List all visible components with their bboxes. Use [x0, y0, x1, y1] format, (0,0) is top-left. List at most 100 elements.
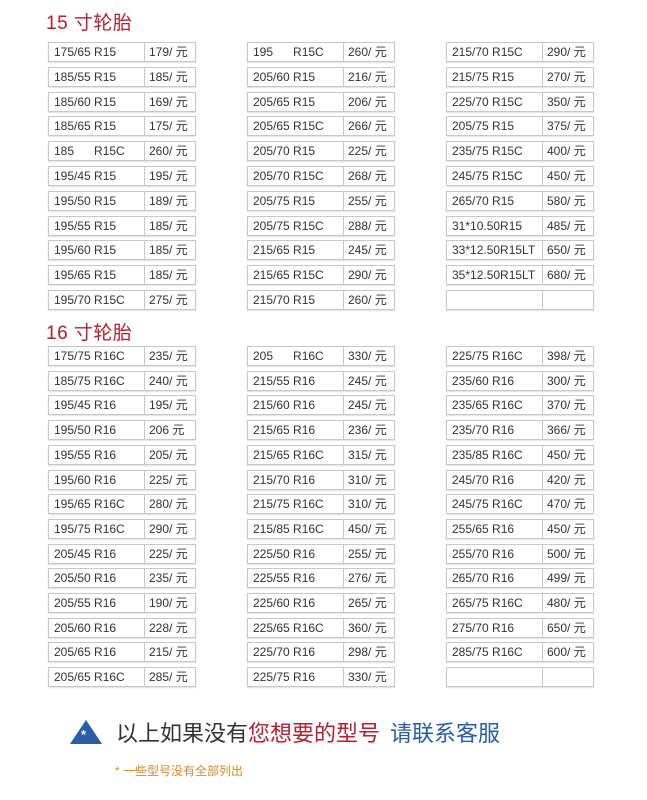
table-row: 235/75 R15C 400/ 元: [446, 141, 594, 162]
tire-price: 450/ 元: [547, 521, 586, 536]
tire-size: 195/60 R15: [49, 241, 145, 260]
tire-price: 185/ 元: [149, 268, 188, 283]
table-row: 195/45 R16 195/ 元: [48, 395, 196, 416]
tire-size: 215/60 R16: [248, 396, 344, 415]
tire-size: 235/65 R16C: [447, 396, 543, 415]
table-row: 185/60 R15 169/ 元: [48, 91, 196, 112]
tire-size: 245/75 R15C: [447, 167, 543, 185]
table-row: 195/60 R16 225/ 元: [48, 469, 196, 490]
tire-size: 275/70 R16: [447, 618, 543, 637]
table-row: 195/50 R15 189/ 元: [48, 190, 196, 211]
table-row: 225/55 R16 276/ 元: [247, 568, 395, 589]
tire-price: 268/ 元: [348, 169, 387, 183]
table-row: 235/70 R16 366/ 元: [446, 420, 594, 441]
tire-price: 235/ 元: [149, 571, 188, 586]
table-row: 185/55 R15 185/ 元: [48, 66, 196, 87]
tire-price: 298/ 元: [348, 645, 387, 660]
tire-price: 500/ 元: [547, 546, 586, 561]
tire-size: 215/65 R16C: [248, 445, 344, 464]
tire-size: 265/70 R16: [447, 569, 543, 588]
table-row: 195/60 R15 185/ 元: [48, 240, 196, 261]
table-row: 205/75 R15 375/ 元: [446, 116, 594, 137]
table-row: 255/65 R16 450/ 元: [446, 518, 594, 539]
table-row: 195/55 R15 185/ 元: [48, 215, 196, 236]
tire-size: 225/60 R16: [248, 594, 344, 612]
table-row: 215/65 R15C 290/ 元: [247, 265, 395, 286]
tire-size: 205/60 R16: [49, 618, 145, 637]
tire-size: 215/70 R15: [248, 291, 344, 309]
tire-price: 205/ 元: [149, 447, 188, 462]
table-row: 225/70 R16 298/ 元: [247, 642, 395, 663]
tire-price: 280/ 元: [149, 497, 188, 512]
table-row: 185/65 R15 175/ 元: [48, 116, 196, 137]
table-row: 215/65 R15 245/ 元: [247, 240, 395, 261]
tire-size: 265/70 R15: [447, 191, 543, 210]
tire-size: 215/65 R15: [248, 241, 344, 260]
tire-price: [543, 291, 593, 309]
table-row: 195/45 R15 195/ 元: [48, 166, 196, 186]
tire-size: 265/75 R16C: [447, 594, 543, 612]
tire-size: 35*12.50R15LT: [447, 266, 543, 285]
tire-price: 450/ 元: [547, 447, 586, 462]
tire-size: 205/65 R16C: [49, 668, 145, 687]
tire-price: 236/ 元: [348, 423, 387, 438]
tire-size: 235/85 R16C: [447, 445, 543, 464]
table-row: 205/60 R16 228/ 元: [48, 617, 196, 638]
tire-size: 205/60 R15: [248, 67, 344, 86]
tire-price: 290/ 元: [348, 268, 387, 283]
table-row: 225/75 R16 330/ 元: [247, 667, 395, 688]
table-row: 215/60 R16 245/ 元: [247, 395, 395, 416]
tire-price: 290/ 元: [149, 521, 188, 536]
table-row: 275/70 R16 650/ 元: [446, 617, 594, 638]
tire-size: 225/55 R16: [248, 569, 344, 588]
tire-size: 235/60 R16: [447, 371, 543, 390]
tire-price: 245/ 元: [348, 398, 387, 413]
tire-price: 260/ 元: [348, 293, 387, 307]
table-row: 225/50 R16 255/ 元: [247, 543, 395, 564]
tire-price: 499/ 元: [547, 571, 586, 586]
tire-price: 185/ 元: [149, 243, 188, 258]
tire-price: 370/ 元: [547, 398, 586, 413]
tire-price: 185/ 元: [149, 69, 188, 84]
table-row: 285/75 R16C 600/ 元: [446, 642, 594, 663]
table-row: 175/65 R15 179/ 元: [48, 42, 196, 62]
tire-size: 185/65 R15: [49, 117, 145, 136]
tire-price: 485/ 元: [547, 218, 586, 233]
tire-size: 215/75 R16C: [248, 495, 344, 514]
tire-size: 255/70 R16: [447, 544, 543, 563]
tire-price: 400/ 元: [547, 144, 586, 159]
tire-price: 360/ 元: [348, 620, 387, 635]
table-row: 235/65 R16C 370/ 元: [446, 395, 594, 416]
table-row: 215/70 R15 260/ 元: [247, 290, 395, 310]
tire-price: 470/ 元: [547, 497, 586, 512]
tire-size: 195 R15C: [248, 43, 344, 61]
table-row: [446, 290, 594, 310]
tire-size: 215/65 R15C: [248, 266, 344, 285]
tire-size: 205/50 R16: [49, 569, 145, 588]
tire-price: 276/ 元: [348, 571, 387, 586]
tire-size: 235/75 R15C: [447, 142, 543, 161]
table-row: 205/45 R16 225/ 元: [48, 543, 196, 564]
tire-price: 185/ 元: [149, 218, 188, 233]
tire-size: 205/75 R15: [248, 191, 344, 210]
tire-price: 206/ 元: [348, 94, 387, 109]
tire-size: [447, 291, 543, 309]
table-row: 215/70 R16 310/ 元: [247, 469, 395, 490]
table-row: 195/55 R16 205/ 元: [48, 444, 196, 465]
tire-size: 195/55 R15: [49, 216, 145, 235]
tire-price: 275/ 元: [149, 293, 188, 307]
tire-price: 266/ 元: [348, 119, 387, 134]
table-row: 265/75 R16C 480/ 元: [446, 593, 594, 613]
table-row: 205/75 R15C 288/ 元: [247, 215, 395, 236]
table-row: 195/65 R15 185/ 元: [48, 265, 196, 286]
tire-price: 650/ 元: [547, 243, 586, 258]
notice-text: 以上如果没有: [116, 721, 249, 746]
table-row: 215/75 R15 270/ 元: [446, 66, 594, 87]
tire-price: 265/ 元: [348, 596, 387, 610]
tire-size: 195/65 R16C: [49, 495, 145, 514]
tire-price: 245/ 元: [348, 243, 387, 258]
table-row: [446, 667, 594, 688]
tire-size: 245/70 R16: [447, 470, 543, 489]
table-row: 205/70 R15C 268/ 元: [247, 166, 395, 186]
tire-size: 205/65 R15: [248, 92, 344, 111]
